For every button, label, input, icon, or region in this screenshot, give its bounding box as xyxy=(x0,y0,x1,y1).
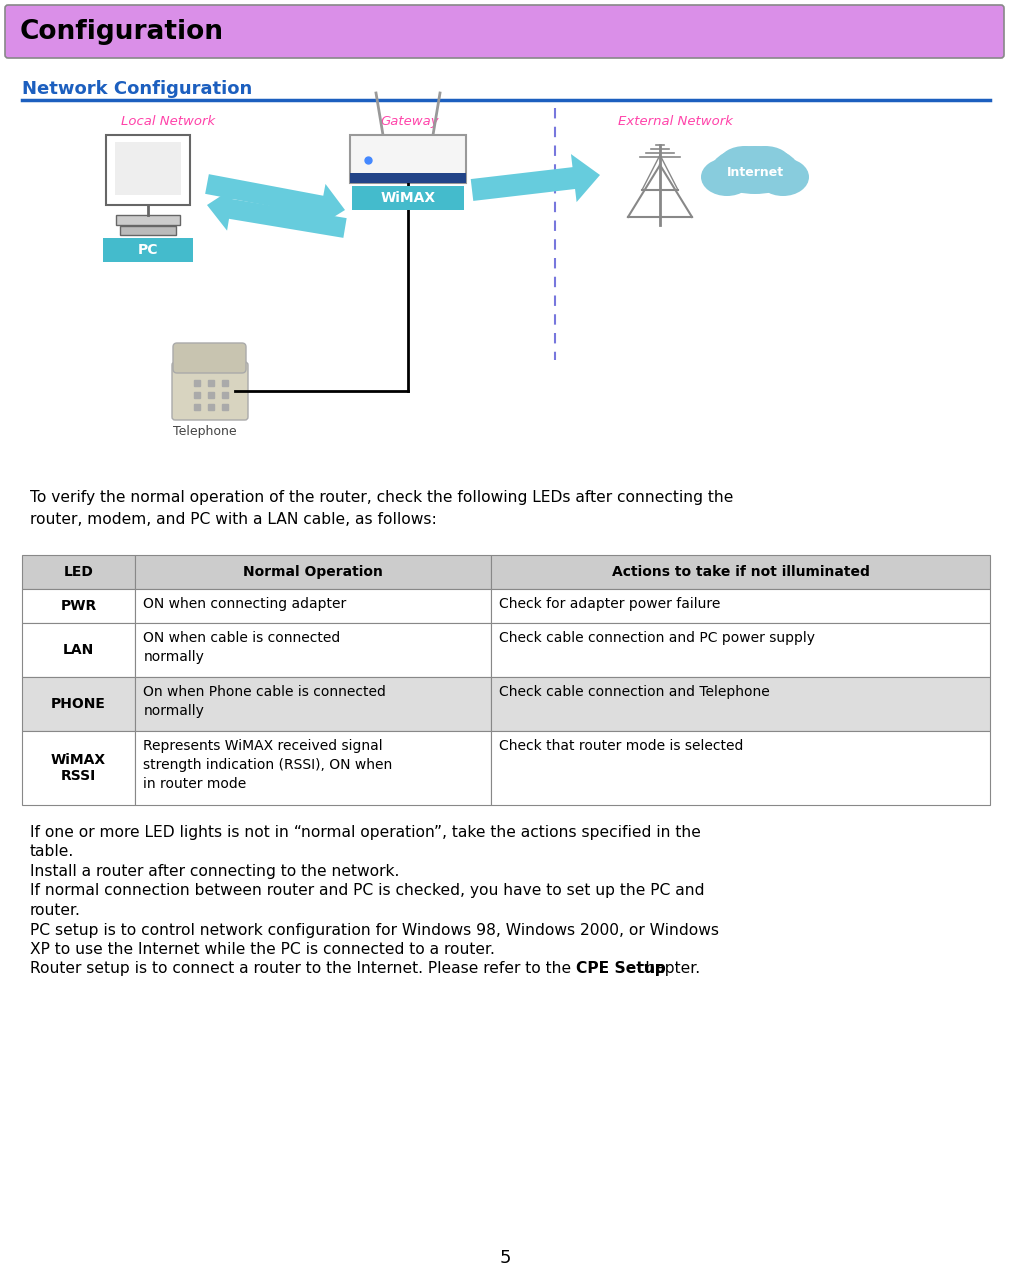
Polygon shape xyxy=(120,226,176,235)
Text: Network Configuration: Network Configuration xyxy=(22,80,253,98)
Text: Check cable connection and PC power supply: Check cable connection and PC power supp… xyxy=(499,631,816,645)
Text: Check cable connection and Telephone: Check cable connection and Telephone xyxy=(499,685,770,699)
Polygon shape xyxy=(205,175,345,227)
Polygon shape xyxy=(135,731,491,804)
Text: If normal connection between router and PC is checked, you have to set up the PC: If normal connection between router and … xyxy=(30,884,705,898)
Text: WiMAX: WiMAX xyxy=(380,191,436,206)
Text: Check for adapter power failure: Check for adapter power failure xyxy=(499,598,721,610)
Text: PWR: PWR xyxy=(61,599,97,613)
Text: LED: LED xyxy=(64,565,94,580)
Text: table.: table. xyxy=(30,844,74,860)
Text: On when Phone cable is connected
normally: On when Phone cable is connected normall… xyxy=(144,685,386,718)
Text: WiMAX
RSSI: WiMAX RSSI xyxy=(52,753,106,783)
Polygon shape xyxy=(115,143,181,195)
Text: router.: router. xyxy=(30,903,81,917)
Text: To verify the normal operation of the router, check the following LEDs after con: To verify the normal operation of the ro… xyxy=(30,490,733,527)
Text: If one or more LED lights is not in “normal operation”, take the actions specifi: If one or more LED lights is not in “nor… xyxy=(30,825,701,840)
Ellipse shape xyxy=(757,158,809,197)
Ellipse shape xyxy=(740,146,790,176)
Polygon shape xyxy=(491,589,990,623)
Text: Represents WiMAX received signal
strength indication (RSSI), ON when
in router m: Represents WiMAX received signal strengt… xyxy=(144,739,392,790)
Text: chapter.: chapter. xyxy=(632,961,700,977)
Ellipse shape xyxy=(701,158,753,197)
Text: LAN: LAN xyxy=(63,642,94,657)
Text: PC: PC xyxy=(137,243,159,257)
Polygon shape xyxy=(22,555,135,589)
Text: Internet: Internet xyxy=(727,167,784,180)
Text: Telephone: Telephone xyxy=(173,425,237,438)
Polygon shape xyxy=(135,555,491,589)
Polygon shape xyxy=(22,623,135,677)
Text: Router setup is to connect a router to the Internet. Please refer to the: Router setup is to connect a router to t… xyxy=(30,961,576,977)
Text: Actions to take if not illuminated: Actions to take if not illuminated xyxy=(612,565,869,580)
Polygon shape xyxy=(471,154,600,202)
Text: PHONE: PHONE xyxy=(52,696,106,711)
Polygon shape xyxy=(207,188,347,238)
Text: Configuration: Configuration xyxy=(20,19,224,45)
Text: Install a router after connecting to the network.: Install a router after connecting to the… xyxy=(30,864,399,879)
Polygon shape xyxy=(491,731,990,804)
Polygon shape xyxy=(350,173,466,182)
Polygon shape xyxy=(491,555,990,589)
Polygon shape xyxy=(22,677,135,731)
FancyBboxPatch shape xyxy=(103,238,193,262)
FancyBboxPatch shape xyxy=(173,343,246,373)
Polygon shape xyxy=(106,135,190,206)
FancyBboxPatch shape xyxy=(172,362,248,420)
Ellipse shape xyxy=(720,146,770,176)
Polygon shape xyxy=(135,589,491,623)
Text: PC setup is to control network configuration for Windows 98, Windows 2000, or Wi: PC setup is to control network configura… xyxy=(30,923,719,938)
Polygon shape xyxy=(22,589,135,623)
Text: Local Network: Local Network xyxy=(121,114,215,128)
Text: ON when cable is connected
normally: ON when cable is connected normally xyxy=(144,631,341,664)
FancyBboxPatch shape xyxy=(352,186,464,209)
Ellipse shape xyxy=(711,146,799,194)
Text: 5: 5 xyxy=(499,1249,511,1267)
Polygon shape xyxy=(135,677,491,731)
Polygon shape xyxy=(491,623,990,677)
Polygon shape xyxy=(350,135,466,182)
Text: XP to use the Internet while the PC is connected to a router.: XP to use the Internet while the PC is c… xyxy=(30,942,494,957)
Text: ON when connecting adapter: ON when connecting adapter xyxy=(144,598,347,610)
Polygon shape xyxy=(491,677,990,731)
Polygon shape xyxy=(116,215,180,225)
Polygon shape xyxy=(135,623,491,677)
Text: Normal Operation: Normal Operation xyxy=(244,565,383,580)
FancyBboxPatch shape xyxy=(5,5,1004,58)
Text: CPE Setup: CPE Setup xyxy=(576,961,666,977)
Text: External Network: External Network xyxy=(618,114,732,128)
Polygon shape xyxy=(22,731,135,804)
Text: Check that router mode is selected: Check that router mode is selected xyxy=(499,739,744,753)
Text: Gateway: Gateway xyxy=(381,114,440,128)
